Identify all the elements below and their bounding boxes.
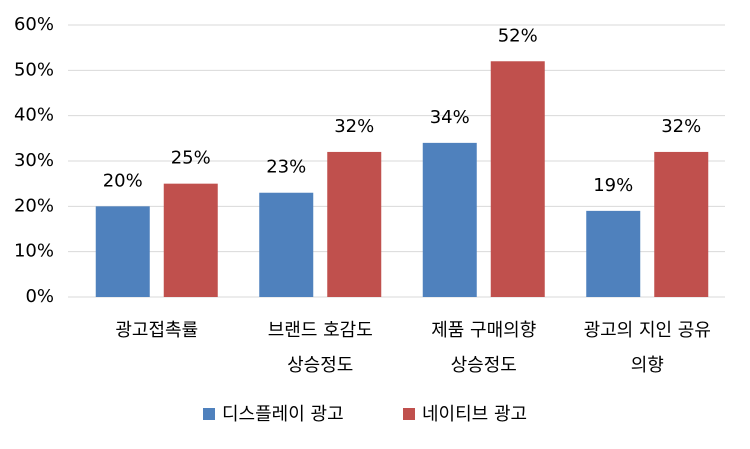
y-tick-label: 10% bbox=[14, 241, 54, 262]
legend-label: 네이티브 광고 bbox=[422, 404, 527, 425]
bar bbox=[327, 151, 382, 297]
value-label: 23% bbox=[266, 157, 306, 178]
value-label: 20% bbox=[103, 170, 143, 191]
x-tick-label: 의향 bbox=[631, 355, 664, 376]
x-tick-label: 광고의 지인 공유 bbox=[584, 320, 711, 341]
legend-swatch bbox=[403, 408, 415, 420]
bar bbox=[163, 183, 218, 297]
y-tick-label: 20% bbox=[14, 195, 54, 216]
bar bbox=[259, 192, 314, 297]
value-label: 25% bbox=[171, 148, 211, 169]
x-tick-label: 상승정도 bbox=[451, 355, 517, 376]
x-tick-label: 광고접촉률 bbox=[115, 320, 198, 341]
y-tick-label: 50% bbox=[14, 59, 54, 80]
legend-swatch bbox=[203, 408, 215, 420]
x-tick-label: 제품 구매의향 bbox=[431, 320, 536, 341]
x-tick-label: 브랜드 호감도 bbox=[268, 320, 373, 341]
value-label: 52% bbox=[498, 25, 538, 46]
value-label: 32% bbox=[661, 116, 701, 137]
bar bbox=[586, 210, 641, 297]
bar bbox=[654, 151, 709, 297]
value-label: 34% bbox=[430, 107, 470, 128]
value-label: 32% bbox=[334, 116, 374, 137]
x-tick-label: 상승정도 bbox=[287, 355, 353, 376]
y-tick-label: 60% bbox=[14, 14, 54, 35]
y-tick-label: 30% bbox=[14, 150, 54, 171]
bar bbox=[422, 142, 477, 297]
bar bbox=[95, 206, 150, 297]
bar bbox=[490, 61, 545, 298]
y-tick-label: 0% bbox=[25, 286, 54, 307]
legend-label: 디스플레이 광고 bbox=[222, 404, 344, 425]
y-tick-label: 40% bbox=[14, 105, 54, 126]
value-label: 19% bbox=[593, 175, 633, 196]
